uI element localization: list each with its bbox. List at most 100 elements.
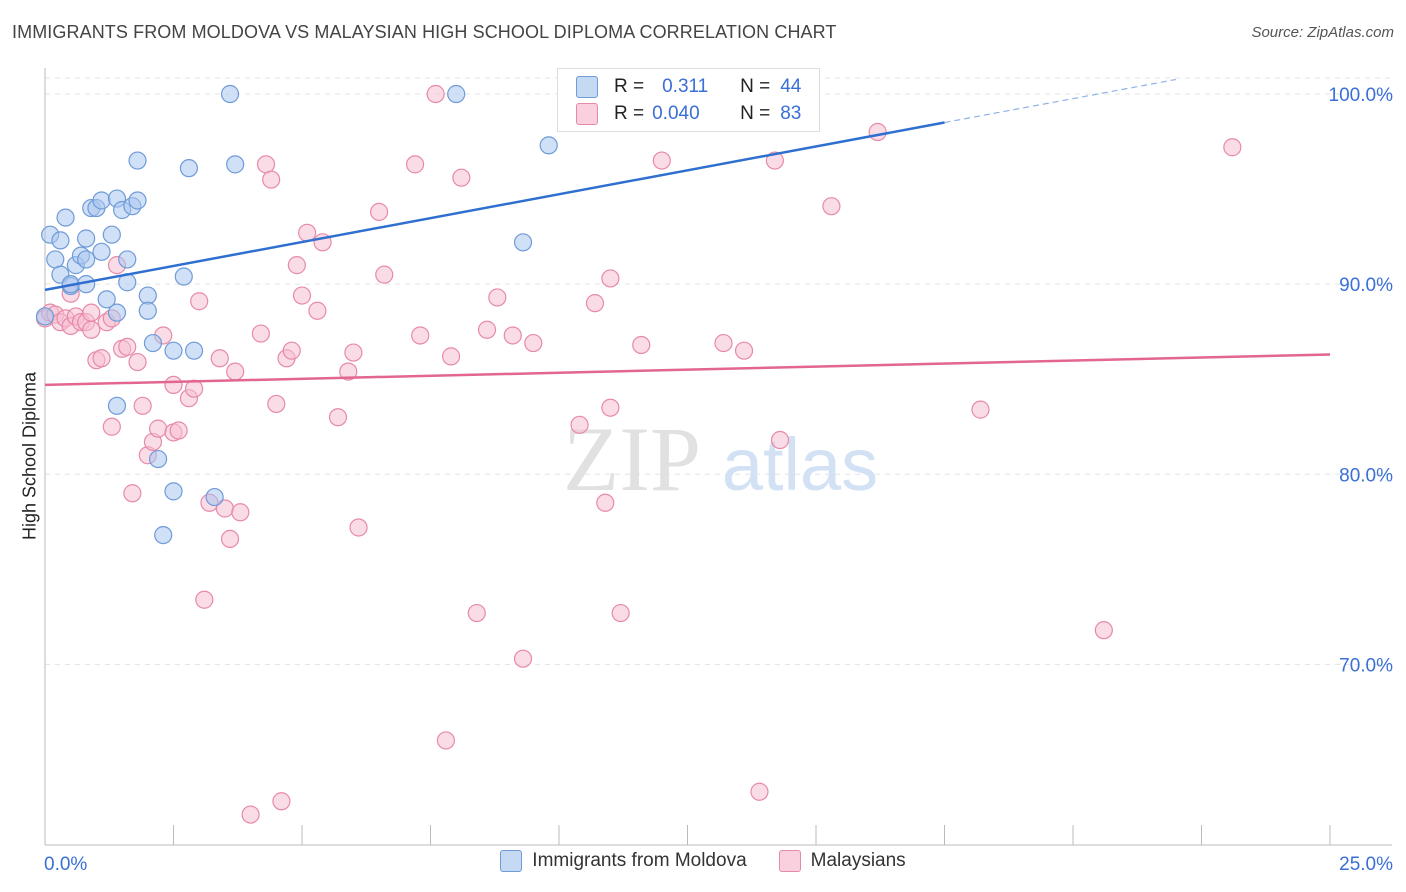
malaysian-point [477,320,497,339]
malaysian-point [585,294,605,313]
malaysian-point [328,408,348,427]
malaysian-point [370,202,389,221]
moldova-point [138,286,157,305]
malaysian-point [169,421,188,440]
malaysian-point [1223,138,1242,157]
y-tick-label: 90.0% [1339,275,1393,296]
y-axis-label: High School Diploma [19,371,40,541]
malaysian-point [148,419,168,438]
moldova-point [138,301,157,320]
malaysian-point [770,430,790,450]
source-label: Source: ZipAtlas.com [1251,24,1394,41]
malaysian-point [344,343,363,362]
stats-swatch-moldova [576,76,598,98]
moldova-point [154,525,173,545]
legend-item-malaysian[interactable]: Malaysians [778,850,906,872]
malaysian-point [82,303,101,322]
stats-row-malaysian: R = 0.040 N = 83 [558,100,801,128]
malaysian-point [287,256,306,275]
watermark-atlas: atlas [722,423,878,506]
moldova-point [148,449,168,469]
legend-swatch-moldova [500,850,523,872]
malaysian-point [1094,621,1113,640]
y-tick-label: 100.0% [1329,85,1394,106]
moldova-point [128,191,147,210]
malaysian-point [488,288,507,307]
malaysian-point [282,341,301,360]
malaysian-point [256,155,276,174]
moldova-point [184,341,204,360]
y-tick-label: 70.0% [1339,655,1393,676]
malaysian-point [267,394,286,414]
malaysian-point [190,292,209,311]
stats-n-malaysian: 83 [780,103,802,124]
stats-r-label-2: R = [614,103,645,124]
malaysian-point [102,417,121,436]
malaysian-point [375,265,394,284]
malaysian-point [292,286,312,305]
malaysian-point [231,503,250,522]
malaysian-point [262,170,281,189]
malaysian-point [195,590,214,609]
malaysians-points [35,84,1242,824]
malaysian-point [601,269,620,288]
y-tick-labels: 70.0% 80.0% 90.0% 100.0% [1329,85,1394,676]
stats-r-malaysian: 0.040 [652,103,700,124]
moldova-point [447,84,466,104]
malaysian-point [570,415,589,434]
malaysian-point [411,326,430,345]
stats-legend-box: R = 0.311 N = 44 R = 0.040 N = 83 [557,68,820,132]
moldova-point [226,155,245,174]
malaysian-point [308,301,327,320]
malaysian-point [971,400,990,419]
malaysian-point [92,349,111,368]
moldova-point [220,84,240,104]
malaysian-point [652,151,671,170]
malaysian-point [210,349,229,368]
moldova-point [77,250,96,269]
stats-n-moldova: 44 [780,76,802,97]
moldova-point [102,225,121,244]
malaysian-point [220,529,240,549]
legend-label-moldova: Immigrants from Moldova [532,850,747,871]
moldova-trend-extension [944,78,1176,124]
stats-row-moldova: R = 0.311 N = 44 [558,73,801,101]
malaysian-point [349,518,368,537]
legend-swatch-malaysian [778,850,801,872]
stats-r-label: R = [614,76,645,97]
malaysian-point [426,84,445,104]
moldova-point [174,267,193,286]
legend-item-moldova[interactable]: Immigrants from Moldova [500,850,747,872]
stats-n-label: N = [740,76,771,97]
malaysian-point [734,341,754,360]
malaysian-point [241,805,260,824]
moldova-point [107,303,127,322]
moldova-point [35,307,55,326]
moldova-point [77,229,96,248]
chart-title: IMMIGRANTS FROM MOLDOVA VS MALAYSIAN HIG… [12,22,837,42]
moldova-point [107,396,127,415]
x-tick-label-start: 0.0% [44,854,87,875]
malaysian-point [632,335,651,355]
malaysian-point [611,603,630,623]
malaysian-point [251,324,270,343]
malaysian-trend-line [44,353,1331,387]
malaysian-point [750,782,769,801]
moldova-point [539,136,558,155]
stats-n-label-2: N = [740,103,771,124]
malaysian-point [118,337,137,356]
malaysian-point [123,484,142,503]
malaysian-point [868,122,887,142]
moldova-point [56,208,75,227]
stats-swatch-malaysian [576,103,598,125]
moldova-point [513,233,533,252]
moldova-point [46,250,65,269]
moldova-point [92,191,111,210]
gridlines [45,77,1392,665]
malaysian-point [503,326,522,345]
moldova-point [51,231,70,250]
moldova-point [118,250,137,269]
trend-lines [44,78,1331,387]
moldova-point [128,151,147,170]
